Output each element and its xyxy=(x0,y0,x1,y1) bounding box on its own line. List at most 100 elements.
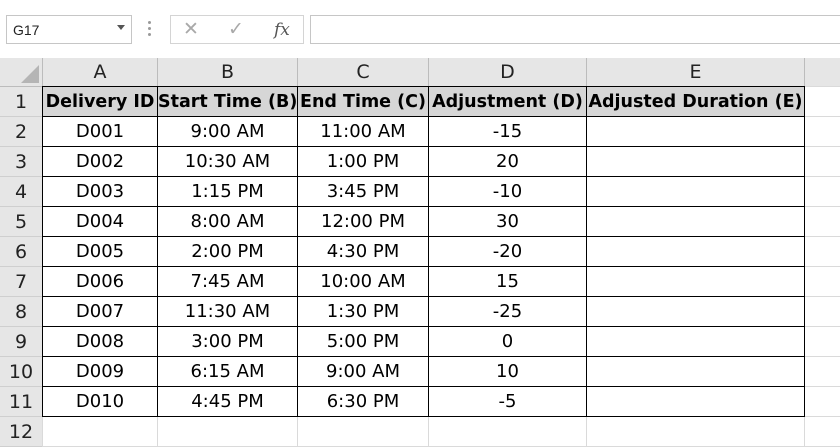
table-cell[interactable]: D006 xyxy=(75,271,125,292)
table-border xyxy=(42,266,805,267)
table-border xyxy=(804,86,805,417)
formula-input[interactable] xyxy=(310,15,840,44)
name-box[interactable]: G17 xyxy=(6,15,132,44)
table-cell[interactable]: 15 xyxy=(496,271,519,292)
table-cell[interactable]: 9:00 AM xyxy=(326,361,400,382)
row-header-1[interactable]: 1 xyxy=(0,87,43,117)
cancel-icon[interactable]: ✕ xyxy=(183,19,199,40)
column-header-c[interactable]: C xyxy=(298,58,429,87)
row-header-11[interactable]: 11 xyxy=(0,387,43,417)
row-header-7[interactable]: 7 xyxy=(0,267,43,297)
table-cell[interactable]: 7:45 AM xyxy=(190,271,265,292)
select-all-button[interactable] xyxy=(0,58,43,87)
table-cell[interactable]: 4:30 PM xyxy=(326,241,400,262)
row-header-4[interactable]: 4 xyxy=(0,177,43,207)
table-header-cell[interactable]: Adjustment (D) xyxy=(429,87,586,116)
row-header-6[interactable]: 6 xyxy=(0,237,43,267)
table-cell[interactable]: -5 xyxy=(498,391,517,412)
table-cell[interactable] xyxy=(587,147,804,176)
table-cell[interactable]: 9:00 AM xyxy=(190,121,265,142)
insert-function-icon[interactable]: fx xyxy=(274,20,290,40)
table-cell[interactable]: 2:00 PM xyxy=(191,241,264,262)
table-cell[interactable]: 11:00 AM xyxy=(320,121,406,142)
table-cell[interactable]: D001 xyxy=(75,121,125,142)
row-header-9[interactable]: 9 xyxy=(0,327,43,357)
table-header-cell[interactable]: Start Time (B) xyxy=(158,87,297,116)
row-header-2[interactable]: 2 xyxy=(0,117,43,147)
table-border xyxy=(42,236,805,237)
table-cell[interactable]: 10 xyxy=(496,361,519,382)
table-cell[interactable] xyxy=(587,237,804,266)
table-cell[interactable]: D009 xyxy=(75,361,125,382)
row-header-8[interactable]: 8 xyxy=(0,297,43,327)
column-header-d[interactable]: D xyxy=(429,58,587,87)
formula-bar: G17 ✕ ✓ fx xyxy=(0,0,840,58)
row-header-5[interactable]: 5 xyxy=(0,207,43,237)
table-border xyxy=(297,86,298,417)
table-cell[interactable]: 1:15 PM xyxy=(191,181,264,202)
table-border xyxy=(42,86,805,87)
table-border xyxy=(428,86,429,417)
table-cell[interactable] xyxy=(587,267,804,296)
table-cell[interactable]: 6:15 AM xyxy=(190,361,265,382)
table-cell[interactable]: D002 xyxy=(75,151,125,172)
drag-handle-icon[interactable] xyxy=(148,21,152,37)
row-header-3[interactable]: 3 xyxy=(0,147,43,177)
table-cell[interactable]: 5:00 PM xyxy=(326,331,400,352)
table-border xyxy=(157,86,158,417)
table-header-cell[interactable]: Adjusted Duration (E) xyxy=(587,87,804,116)
column-header-a[interactable]: A xyxy=(43,58,158,87)
table-header-cell[interactable]: Delivery ID xyxy=(43,87,157,116)
table-cell[interactable]: D005 xyxy=(75,241,125,262)
table-cell[interactable]: 6:30 PM xyxy=(326,391,400,412)
table-cell[interactable] xyxy=(587,117,804,146)
table-cell[interactable]: -20 xyxy=(492,241,523,262)
table-header-cell[interactable]: End Time (C) xyxy=(298,87,428,116)
table-cell[interactable]: 0 xyxy=(501,331,514,352)
table-cell[interactable]: 10:30 AM xyxy=(184,151,271,172)
table-cell[interactable] xyxy=(587,387,804,416)
table-cell[interactable]: 3:45 PM xyxy=(326,181,400,202)
table-border xyxy=(42,206,805,207)
enter-icon[interactable]: ✓ xyxy=(228,19,244,40)
table-cell[interactable]: 20 xyxy=(496,151,519,172)
table-cell[interactable]: 1:00 PM xyxy=(326,151,400,172)
row-header-12[interactable]: 12 xyxy=(0,417,43,447)
table-cell[interactable]: 4:45 PM xyxy=(191,391,264,412)
table-cell[interactable]: 8:00 AM xyxy=(190,211,265,232)
name-box-value: G17 xyxy=(13,22,40,38)
table-cell[interactable]: D004 xyxy=(75,211,125,232)
table-cell[interactable]: D007 xyxy=(75,301,125,322)
table-cell[interactable]: 1:30 PM xyxy=(326,301,400,322)
table-border xyxy=(586,86,587,417)
table-border xyxy=(42,326,805,327)
table-cell[interactable] xyxy=(587,177,804,206)
chevron-down-icon[interactable] xyxy=(117,25,125,30)
table-cell[interactable]: D003 xyxy=(75,181,125,202)
table-cell[interactable]: 30 xyxy=(496,211,519,232)
table-cell[interactable]: 12:00 PM xyxy=(321,211,405,232)
column-header-e[interactable]: E xyxy=(587,58,805,87)
column-header-f[interactable] xyxy=(805,58,840,87)
table-cell[interactable]: D010 xyxy=(75,391,125,412)
select-all-icon xyxy=(21,65,39,83)
column-header-b[interactable]: B xyxy=(158,58,298,87)
row-header-10[interactable]: 10 xyxy=(0,357,43,387)
table-border xyxy=(42,356,805,357)
table-border xyxy=(42,86,43,417)
table-cell[interactable]: 10:00 AM xyxy=(320,271,406,292)
table-cell[interactable]: -15 xyxy=(492,121,523,142)
table-cell[interactable]: 11:30 AM xyxy=(184,301,271,322)
table-cell[interactable] xyxy=(587,327,804,356)
table-border xyxy=(42,296,805,297)
table-cell[interactable] xyxy=(587,357,804,386)
table-cell[interactable]: -10 xyxy=(492,181,523,202)
table-cell[interactable]: 3:00 PM xyxy=(191,331,264,352)
table-border xyxy=(42,116,805,117)
table-border xyxy=(42,386,805,387)
table-cell[interactable]: D008 xyxy=(75,331,125,352)
table-cell[interactable] xyxy=(587,207,804,236)
table-cell[interactable]: -25 xyxy=(492,301,523,322)
spreadsheet-grid: A B C D E 1 2 3 4 5 6 7 8 9 10 11 12 Delivery ID Start Tim… xyxy=(0,58,840,447)
table-cell[interactable] xyxy=(587,297,804,326)
